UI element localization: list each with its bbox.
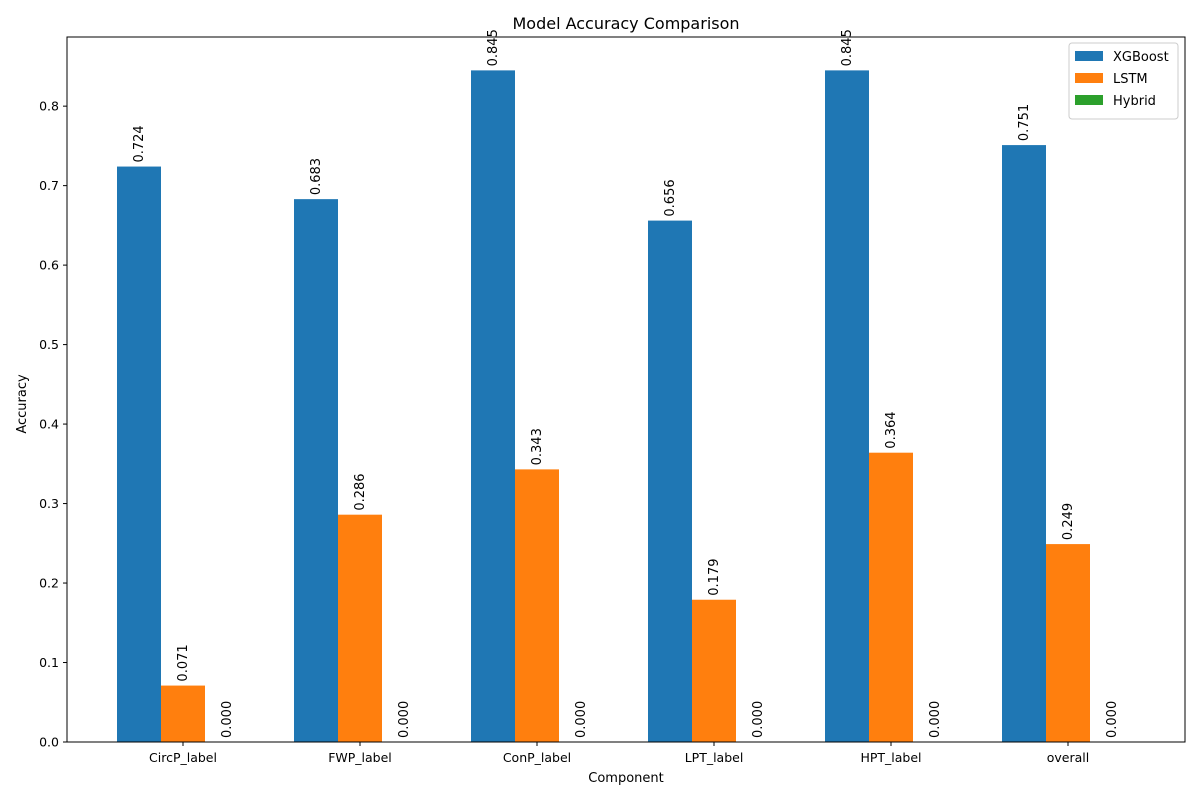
legend-swatch-hybrid bbox=[1075, 95, 1103, 105]
y-tick-label: 0.6 bbox=[39, 258, 59, 273]
bar-value-label: 0.000 bbox=[928, 701, 943, 738]
y-tick-label: 0.5 bbox=[39, 337, 59, 352]
bar-lstm-3 bbox=[692, 599, 736, 742]
bar-value-label: 0.071 bbox=[176, 644, 191, 681]
bar-value-label: 0.000 bbox=[220, 701, 235, 738]
bar-value-label: 0.845 bbox=[486, 29, 501, 66]
bar-lstm-0 bbox=[161, 685, 205, 742]
bar-xgboost-2 bbox=[471, 70, 515, 742]
bar-value-label: 0.286 bbox=[353, 473, 368, 510]
y-axis-label: Accuracy bbox=[15, 374, 30, 434]
bar-lstm-4 bbox=[869, 452, 913, 742]
y-tick-label: 0.8 bbox=[39, 99, 59, 114]
legend: XGBoost LSTM Hybrid bbox=[1068, 42, 1179, 120]
chart-title: Model Accuracy Comparison bbox=[512, 14, 739, 33]
bar-value-label: 0.845 bbox=[840, 29, 855, 66]
bar-xgboost-4 bbox=[825, 70, 869, 742]
x-tick-label: CircP_label bbox=[149, 750, 217, 765]
bar-value-label: 0.179 bbox=[707, 559, 722, 596]
y-tick-label: 0.2 bbox=[39, 576, 59, 591]
bar-xgboost-0 bbox=[117, 166, 161, 743]
bar-value-label: 0.724 bbox=[132, 125, 147, 162]
legend-label-xgboost: XGBoost bbox=[1113, 50, 1169, 65]
x-tick-label: HPT_label bbox=[860, 750, 921, 765]
y-tick-label: 0.1 bbox=[39, 655, 59, 670]
y-tick-label: 0.3 bbox=[39, 496, 59, 511]
bar-xgboost-3 bbox=[648, 220, 692, 743]
bar-value-label: 0.751 bbox=[1017, 104, 1032, 141]
bar-value-label: 0.000 bbox=[574, 701, 589, 738]
y-tick-label: 0.7 bbox=[39, 178, 59, 193]
x-tick-label: LPT_label bbox=[685, 750, 744, 765]
bar-value-label: 0.343 bbox=[530, 428, 545, 465]
bar-value-label: 0.000 bbox=[1105, 701, 1120, 738]
bar-lstm-1 bbox=[338, 514, 382, 742]
bar-value-label: 0.000 bbox=[397, 701, 412, 738]
bar-value-label: 0.683 bbox=[309, 158, 324, 195]
legend-swatch-xgboost bbox=[1075, 51, 1103, 61]
bar-xgboost-1 bbox=[294, 199, 338, 742]
bar-xgboost-5 bbox=[1002, 145, 1046, 743]
legend-label-hybrid: Hybrid bbox=[1113, 94, 1156, 109]
y-tick-label: 0.4 bbox=[39, 417, 59, 432]
x-axis-label: Component bbox=[588, 771, 663, 786]
bar-lstm-2 bbox=[515, 469, 559, 742]
bar-value-label: 0.249 bbox=[1061, 503, 1076, 540]
x-tick-label: FWP_label bbox=[328, 750, 392, 765]
bar-value-label: 0.656 bbox=[663, 179, 678, 216]
x-tick-label: ConP_label bbox=[503, 750, 571, 765]
bar-value-label: 0.000 bbox=[751, 701, 766, 738]
y-tick-label: 0.0 bbox=[39, 735, 59, 750]
axes-frame bbox=[66, 36, 1186, 743]
legend-label-lstm: LSTM bbox=[1113, 72, 1148, 87]
plot-area: 0.724 0.683 0.845 0.656 0.845 0.751 0.071 0.286… bbox=[39, 29, 1186, 765]
bar-value-label: 0.364 bbox=[884, 411, 899, 448]
x-tick-label: overall bbox=[1047, 750, 1089, 765]
legend-swatch-lstm bbox=[1075, 73, 1103, 83]
bar-lstm-5 bbox=[1046, 544, 1090, 742]
